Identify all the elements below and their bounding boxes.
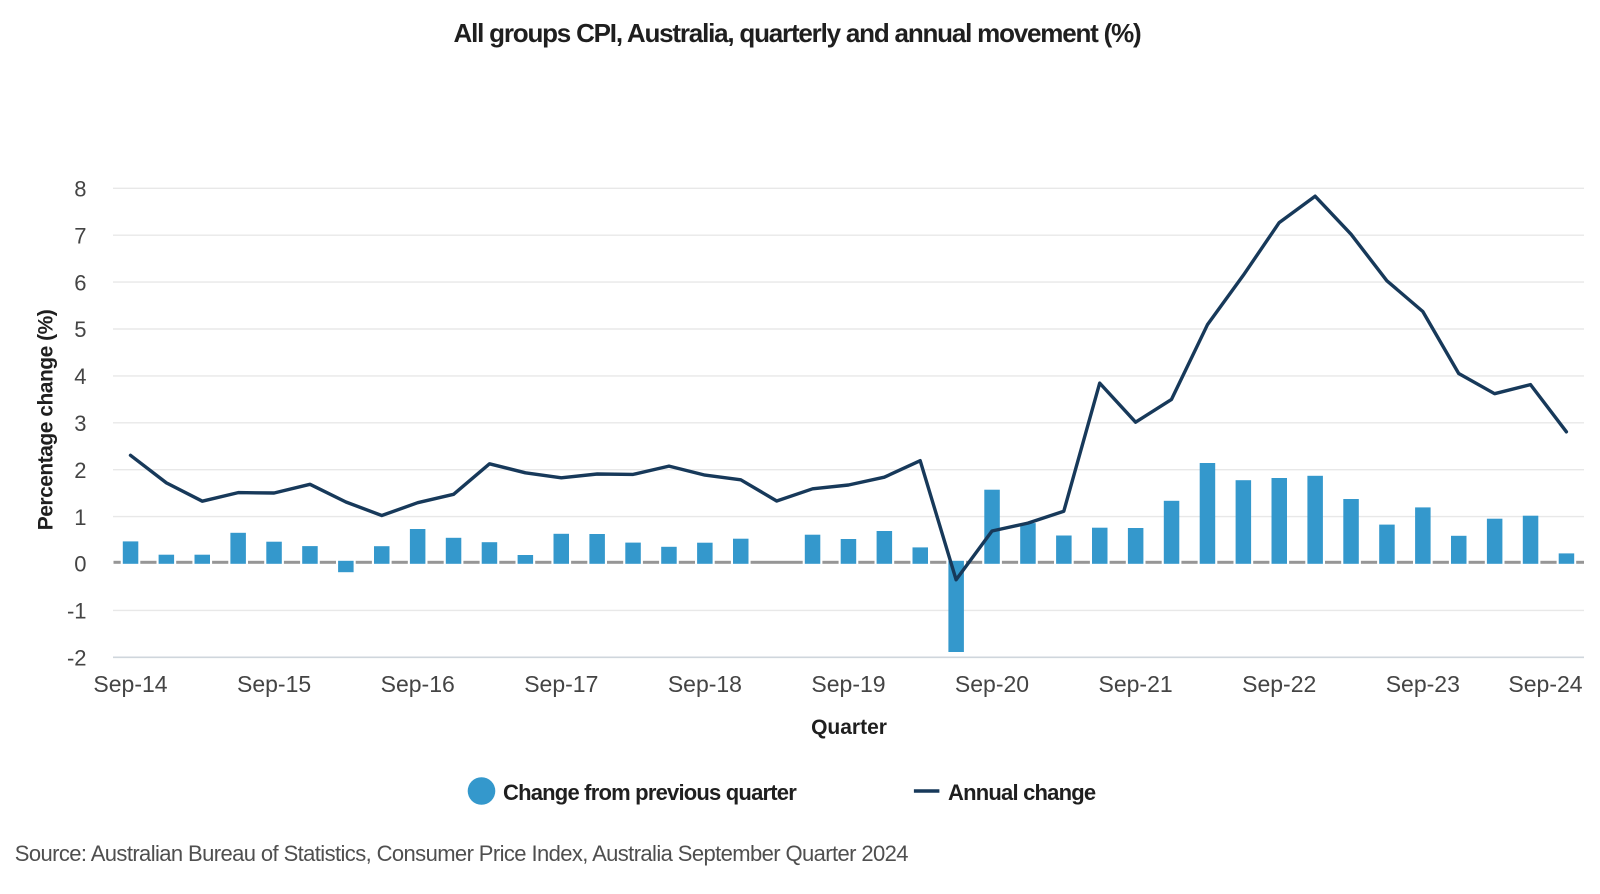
svg-text:Change from previous quarter: Change from previous quarter <box>503 780 797 805</box>
svg-text:1: 1 <box>74 505 86 530</box>
svg-text:Sep-20: Sep-20 <box>955 671 1029 697</box>
svg-text:-2: -2 <box>67 646 87 671</box>
svg-text:Sep-22: Sep-22 <box>1242 671 1316 697</box>
svg-text:Sep-18: Sep-18 <box>668 671 742 697</box>
svg-text:Sep-24: Sep-24 <box>1508 671 1582 697</box>
svg-text:Sep-21: Sep-21 <box>1099 671 1173 697</box>
svg-text:Sep-23: Sep-23 <box>1386 671 1460 697</box>
svg-text:Quarter: Quarter <box>811 716 887 739</box>
svg-text:Sep-17: Sep-17 <box>524 671 598 697</box>
svg-text:All groups CPI, Australia, qua: All groups CPI, Australia, quarterly and… <box>454 18 1141 48</box>
svg-text:Source: Australian Bureau of S: Source: Australian Bureau of Statistics,… <box>15 841 909 866</box>
svg-text:6: 6 <box>74 270 86 295</box>
svg-text:Sep-14: Sep-14 <box>93 671 167 697</box>
svg-text:0: 0 <box>74 552 86 577</box>
svg-text:Sep-15: Sep-15 <box>237 671 311 697</box>
svg-text:Annual change: Annual change <box>948 780 1096 805</box>
svg-text:-1: -1 <box>67 599 87 624</box>
svg-text:Percentage change (%): Percentage change (%) <box>35 310 58 531</box>
svg-text:2: 2 <box>74 458 86 483</box>
svg-text:8: 8 <box>74 177 86 202</box>
svg-text:Sep-19: Sep-19 <box>811 671 885 697</box>
svg-text:4: 4 <box>74 364 86 389</box>
svg-text:3: 3 <box>74 411 86 436</box>
svg-text:5: 5 <box>74 317 86 342</box>
svg-text:7: 7 <box>74 223 86 248</box>
svg-text:Sep-16: Sep-16 <box>381 671 455 697</box>
